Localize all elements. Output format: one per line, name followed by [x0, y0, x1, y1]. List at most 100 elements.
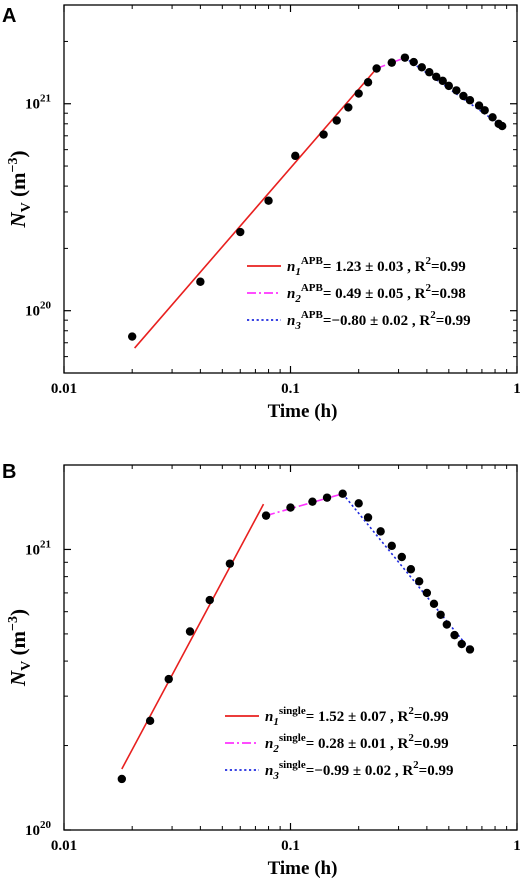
y-tick-exponent: 21 — [40, 93, 51, 105]
data-point — [438, 76, 447, 86]
legend-r2-exponent: 2 — [408, 705, 414, 717]
data-point — [432, 72, 441, 81]
legend-label-2: n2single= 0.28 ± 0.01 , R2=0.99 — [265, 732, 449, 755]
legend-value: = 0.49 ± 0.05 , R — [323, 286, 426, 302]
legend-index: 1 — [295, 266, 301, 278]
fit-lines — [121, 492, 471, 770]
y-label-subscript: V — [19, 661, 34, 671]
legend-superscript: APB — [301, 309, 324, 321]
legend-superscript: single — [279, 732, 306, 744]
data-point — [465, 645, 475, 654]
legend-r2-value: =0.99 — [419, 763, 454, 779]
fit-line-1 — [134, 67, 378, 349]
y-tick-label: 1021 — [25, 93, 51, 113]
legend-label-2: n2APB= 0.49 ± 0.05 , R2=0.98 — [287, 282, 466, 305]
data-point — [127, 332, 137, 341]
data-point — [429, 599, 439, 609]
data-points — [127, 53, 507, 341]
x-tick-label: 0.1 — [281, 381, 300, 397]
y-label-symbol: N — [6, 670, 30, 687]
legend-r2-exponent: 2 — [425, 255, 431, 267]
data-point — [196, 277, 205, 286]
x-axis: 0.01 0.1 1 — [51, 5, 521, 397]
legend-value: = 1.52 ± 0.07 , R — [306, 709, 409, 725]
data-point — [450, 630, 459, 640]
y-tick-label: 1020 — [25, 819, 52, 839]
data-point — [354, 499, 363, 508]
legend-superscript: APB — [301, 255, 324, 267]
data-point — [363, 78, 373, 87]
legend-superscript: APB — [301, 282, 324, 294]
legend-index: 3 — [294, 320, 301, 332]
fit-line-3 — [342, 493, 471, 650]
y-tick-exponent: 20 — [40, 819, 52, 831]
y-label-unit: (m — [6, 172, 30, 197]
data-point — [474, 101, 484, 110]
legend-label-1: n1APB= 1.23 ± 0.03 , R2=0.99 — [287, 255, 466, 278]
legend-superscript: single — [279, 759, 306, 771]
data-point — [344, 103, 353, 112]
legend-r2-value: =0.99 — [436, 313, 471, 329]
fit-line-2 — [376, 56, 406, 70]
legend: n1single= 1.52 ± 0.07 , R2=0.99n2single=… — [225, 705, 453, 782]
data-point — [291, 151, 300, 161]
y-tick-exponent: 20 — [40, 300, 52, 312]
legend-index: 2 — [272, 743, 279, 755]
x-axis: 0.01 0.1 1 — [51, 465, 521, 854]
x-tick-label: 0.01 — [51, 381, 77, 397]
data-point — [442, 620, 452, 629]
data-point — [372, 64, 381, 73]
data-point — [164, 674, 173, 684]
data-point — [457, 639, 466, 649]
data-point — [185, 627, 195, 636]
data-point — [338, 489, 347, 498]
data-point — [286, 503, 295, 512]
data-point — [236, 227, 245, 237]
panel-label: B — [2, 461, 16, 483]
legend-symbol: n — [265, 709, 273, 725]
legend-index: 3 — [272, 770, 279, 782]
data-point — [387, 58, 396, 67]
data-point — [376, 527, 385, 536]
y-label-unit-close: ) — [6, 609, 30, 616]
legend-symbol: n — [287, 286, 295, 302]
legend-r2-exponent: 2 — [430, 309, 436, 321]
fit-line-1 — [121, 503, 265, 770]
x-tick-label: 0.01 — [51, 838, 77, 854]
data-point — [332, 116, 341, 125]
legend-value: =−0.99 ± 0.02 , R — [306, 763, 414, 779]
data-point — [387, 541, 396, 551]
data-point — [322, 493, 332, 502]
data-point — [319, 130, 328, 139]
data-point — [488, 113, 497, 122]
y-tick-base: 10 — [25, 542, 40, 558]
data-point — [417, 63, 427, 72]
legend-r2-exponent: 2 — [413, 759, 419, 771]
legend-value: =−0.80 ± 0.02 , R — [323, 313, 431, 329]
legend-r2-value: =0.98 — [431, 286, 466, 302]
y-axis-label: NV (m−3) — [6, 150, 34, 228]
y-tick-base: 10 — [25, 97, 40, 113]
legend-value: = 1.23 ± 0.03 , R — [323, 259, 426, 275]
legend-label-1: n1single= 1.52 ± 0.07 , R2=0.99 — [265, 705, 449, 728]
y-label-unit: (m — [6, 630, 30, 655]
y-tick-base: 10 — [25, 823, 40, 839]
x-tick-label: 0.1 — [281, 838, 300, 854]
legend-superscript: single — [279, 705, 306, 717]
data-point — [400, 53, 410, 62]
y-tick-base: 10 — [25, 304, 40, 320]
data-point — [354, 89, 363, 98]
legend-value: = 0.28 ± 0.01 , R — [306, 736, 409, 752]
data-points — [117, 489, 475, 784]
legend-label-3: n3APB=−0.80 ± 0.02 , R2=0.99 — [287, 309, 471, 332]
y-label-subscript: V — [19, 202, 34, 212]
data-point — [425, 68, 434, 77]
data-point — [459, 91, 468, 101]
legend-symbol: n — [287, 259, 295, 275]
legend-r2-value: =0.99 — [414, 736, 449, 752]
data-point — [409, 57, 418, 67]
